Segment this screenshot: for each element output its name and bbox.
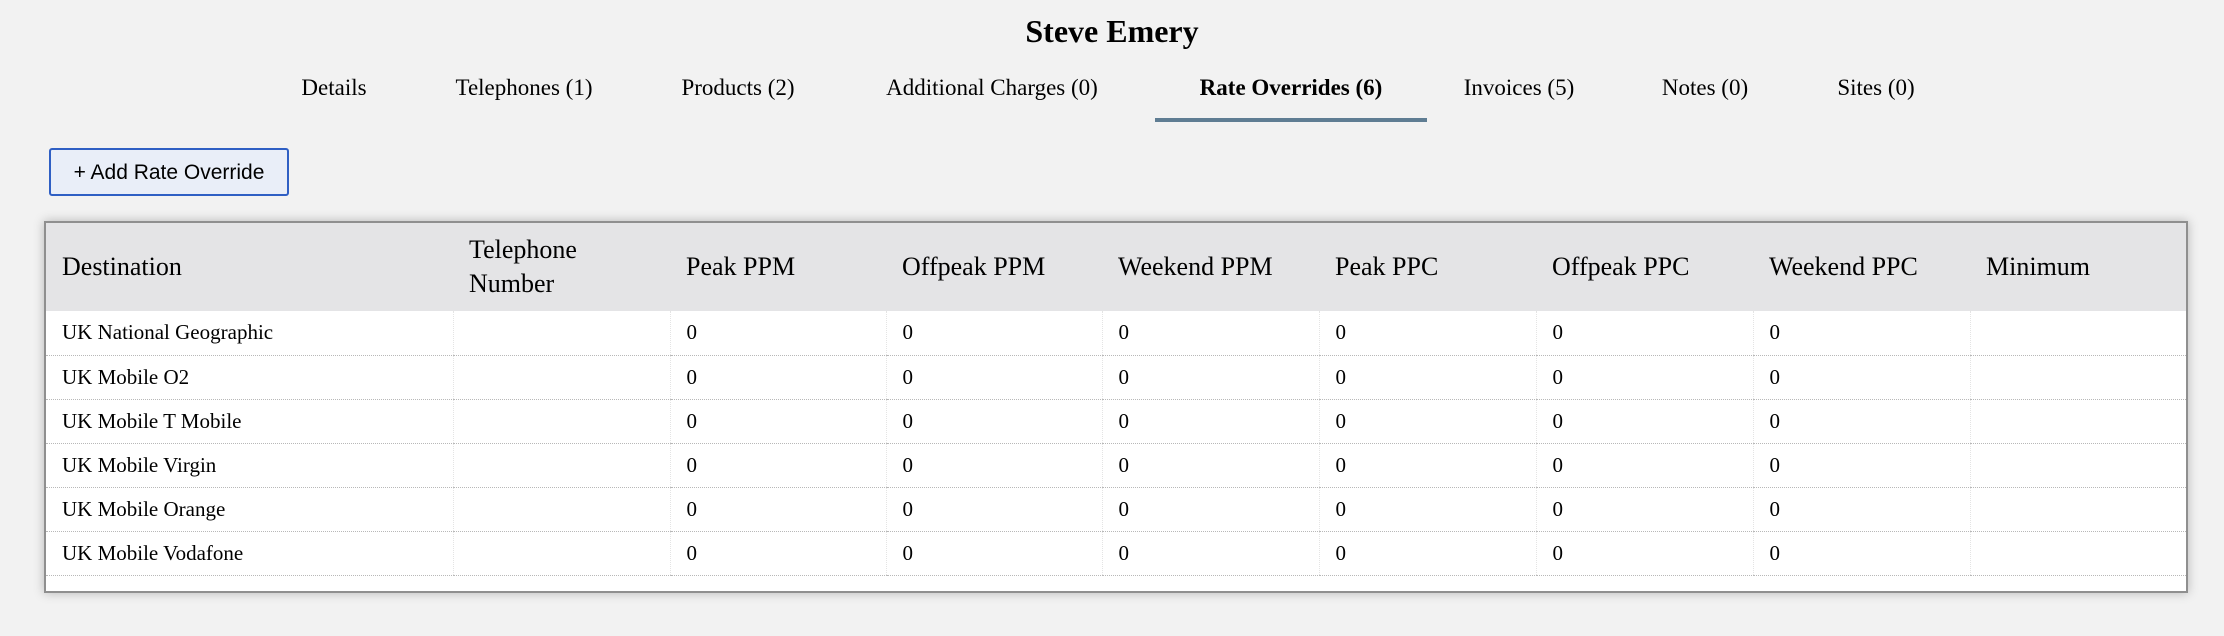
cell-minimum xyxy=(1969,399,2186,444)
cell-minimum xyxy=(1969,355,2186,400)
cell-offpeak-ppm: 0 xyxy=(885,531,1102,576)
cell-destination: UK Mobile Vodafone xyxy=(46,531,453,576)
cell-peak-ppm: 0 xyxy=(669,355,886,400)
cell-offpeak-ppc: 0 xyxy=(1535,443,1753,488)
cell-weekend-ppm: 0 xyxy=(1101,355,1319,400)
cell-offpeak-ppc: 0 xyxy=(1535,487,1753,532)
table-row[interactable]: UK Mobile Vodafone 0 0 0 0 0 0 xyxy=(46,531,2186,576)
cell-offpeak-ppc: 0 xyxy=(1535,311,1753,356)
cell-peak-ppc: 0 xyxy=(1318,355,1536,400)
cell-weekend-ppm: 0 xyxy=(1101,311,1319,356)
cell-peak-ppc: 0 xyxy=(1318,531,1536,576)
tab-additional-charges[interactable]: Additional Charges (0) xyxy=(886,75,1098,100)
column-header-peak-ppm: Peak PPM xyxy=(686,252,796,281)
cell-offpeak-ppm: 0 xyxy=(885,443,1102,488)
cell-weekend-ppm: 0 xyxy=(1101,399,1319,444)
column-header-weekend-ppc: Weekend PPC xyxy=(1769,252,1918,281)
cell-offpeak-ppm: 0 xyxy=(885,355,1102,400)
cell-telephone-number xyxy=(452,443,670,488)
cell-peak-ppc: 0 xyxy=(1318,399,1536,444)
cell-telephone-number xyxy=(452,531,670,576)
cell-weekend-ppm: 0 xyxy=(1101,531,1319,576)
tab-rate-overrides[interactable]: Rate Overrides (6) xyxy=(1155,66,1427,122)
cell-peak-ppc: 0 xyxy=(1318,311,1536,356)
cell-destination: UK Mobile O2 xyxy=(46,355,453,400)
cell-offpeak-ppc: 0 xyxy=(1535,355,1753,400)
cell-minimum xyxy=(1969,443,2186,488)
column-header-offpeak-ppc: Offpeak PPC xyxy=(1552,252,1690,281)
cell-telephone-number xyxy=(452,487,670,532)
cell-peak-ppm: 0 xyxy=(669,443,886,488)
cell-offpeak-ppm: 0 xyxy=(885,311,1102,356)
column-header-minimum: Minimum xyxy=(1986,252,2091,281)
cell-destination: UK Mobile T Mobile xyxy=(46,399,453,444)
cell-minimum xyxy=(1969,531,2186,576)
cell-minimum xyxy=(1969,487,2186,532)
cell-weekend-ppc: 0 xyxy=(1752,443,1970,488)
cell-telephone-number xyxy=(452,355,670,400)
table-row[interactable]: UK National Geographic 0 0 0 0 0 0 xyxy=(46,311,2186,356)
cell-offpeak-ppm: 0 xyxy=(885,399,1102,444)
cell-offpeak-ppc: 0 xyxy=(1535,399,1753,444)
tab-telephones[interactable]: Telephones (1) xyxy=(455,75,593,100)
column-header-peak-ppc: Peak PPC xyxy=(1335,252,1439,281)
cell-weekend-ppm: 0 xyxy=(1101,443,1319,488)
column-header-weekend-ppm: Weekend PPM xyxy=(1118,252,1273,281)
add-rate-override-button[interactable]: + Add Rate Override xyxy=(49,148,289,196)
cell-peak-ppm: 0 xyxy=(669,487,886,532)
cell-telephone-number xyxy=(452,311,670,356)
cell-peak-ppm: 0 xyxy=(669,399,886,444)
cell-destination: UK National Geographic xyxy=(46,311,453,356)
cell-offpeak-ppc: 0 xyxy=(1535,531,1753,576)
column-header-destination: Destination xyxy=(62,252,182,281)
cell-weekend-ppm: 0 xyxy=(1101,487,1319,532)
cell-offpeak-ppm: 0 xyxy=(885,487,1102,532)
cell-destination: UK Mobile Virgin xyxy=(46,443,453,488)
column-header-telephone-number: Telephone Number xyxy=(469,235,577,298)
tab-invoices[interactable]: Invoices (5) xyxy=(1463,75,1575,100)
table-row[interactable]: UK Mobile Virgin 0 0 0 0 0 0 xyxy=(46,443,2186,488)
cell-weekend-ppc: 0 xyxy=(1752,355,1970,400)
cell-telephone-number xyxy=(452,399,670,444)
tab-notes[interactable]: Notes (0) xyxy=(1661,75,1749,100)
tab-details[interactable]: Details xyxy=(301,75,367,100)
cell-peak-ppm: 0 xyxy=(669,311,886,356)
cell-minimum xyxy=(1969,311,2186,356)
table-header-row: Destination Telephone Number Peak PPM Of… xyxy=(46,223,2186,311)
cell-peak-ppc: 0 xyxy=(1318,443,1536,488)
table-row[interactable]: UK Mobile O2 0 0 0 0 0 0 xyxy=(46,355,2186,400)
page-title: Steve Emery xyxy=(1025,13,1199,49)
column-header-offpeak-ppm: Offpeak PPM xyxy=(902,252,1046,281)
cell-peak-ppm: 0 xyxy=(669,531,886,576)
table-row[interactable]: UK Mobile Orange 0 0 0 0 0 0 xyxy=(46,487,2186,532)
rate-overrides-table: Destination Telephone Number Peak PPM Of… xyxy=(44,221,2188,593)
cell-weekend-ppc: 0 xyxy=(1752,399,1970,444)
tab-bar: Details Telephones (1) Products (2) Addi… xyxy=(0,66,2224,122)
cell-weekend-ppc: 0 xyxy=(1752,311,1970,356)
cell-weekend-ppc: 0 xyxy=(1752,531,1970,576)
table-row[interactable]: UK Mobile T Mobile 0 0 0 0 0 0 xyxy=(46,399,2186,444)
tab-products[interactable]: Products (2) xyxy=(681,75,795,100)
cell-peak-ppc: 0 xyxy=(1318,487,1536,532)
tab-sites[interactable]: Sites (0) xyxy=(1837,75,1915,100)
cell-destination: UK Mobile Orange xyxy=(46,487,453,532)
cell-weekend-ppc: 0 xyxy=(1752,487,1970,532)
